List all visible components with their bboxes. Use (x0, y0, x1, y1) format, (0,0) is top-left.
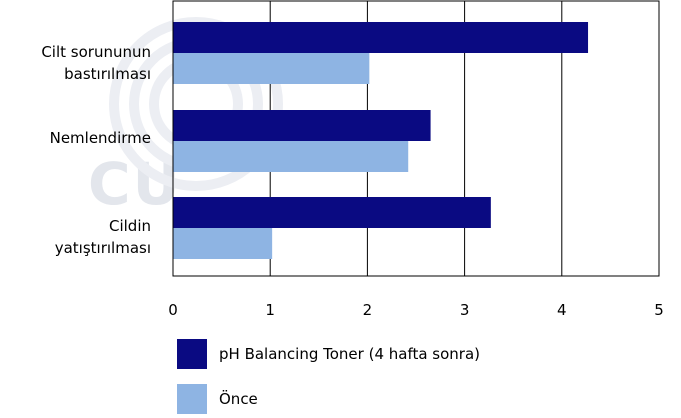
category-label-line: Cilt sorununun (41, 43, 151, 61)
bar-after-3 (173, 197, 491, 228)
bar-before-1 (173, 53, 370, 84)
category-label-line: bastırılması (64, 65, 151, 83)
bars (173, 22, 589, 259)
x-tick-labels: 0 1 2 3 4 5 (168, 301, 664, 319)
x-tick-label: 2 (363, 301, 373, 319)
category-label-line: Nemlendirme (49, 129, 151, 147)
x-tick-label: 3 (460, 301, 470, 319)
legend-item-series-2: Önce (177, 384, 258, 414)
legend-item-series-1: pH Balancing Toner (4 hafta sonra) (177, 339, 480, 369)
legend-swatch-series-1 (177, 339, 207, 369)
category-label: Cilt sorununun bastırılması (0, 41, 151, 85)
legend-label-series-2: Önce (219, 390, 258, 408)
bar-after-2 (173, 110, 431, 141)
bar-after-1 (173, 22, 589, 53)
legend-label-series-1: pH Balancing Toner (4 hafta sonra) (219, 345, 481, 363)
category-label-line: yatıştırılması (54, 239, 151, 257)
bar-before-2 (173, 141, 409, 172)
bar-before-3 (173, 228, 273, 259)
x-tick-label: 0 (168, 301, 178, 319)
plot-frame (172, 0, 660, 277)
x-tick-label: 1 (265, 301, 275, 319)
category-label-line: Cildin (108, 217, 151, 235)
x-tick-label: 4 (557, 301, 567, 319)
legend-swatch-series-2 (177, 384, 207, 414)
x-tick-label: 5 (654, 301, 664, 319)
category-label: Nemlendirme (0, 127, 151, 149)
category-label: Cildin yatıştırılması (0, 215, 151, 259)
